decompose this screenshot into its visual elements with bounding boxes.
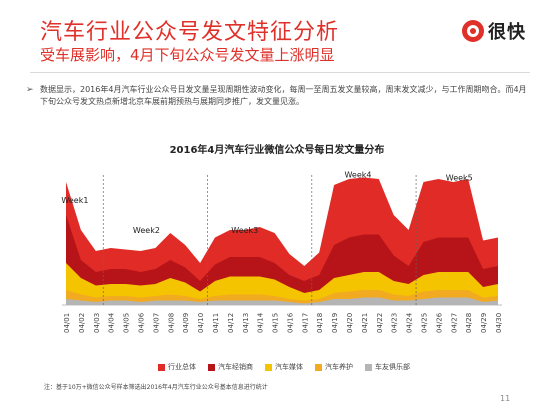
week-annotation-3: Week4 — [344, 171, 371, 180]
legend-item-2: 汽车媒体 — [265, 362, 303, 372]
x-tick-label: 04/12 — [227, 313, 235, 333]
arrow-bullet-icon: ➢ — [26, 85, 34, 95]
legend-swatch — [208, 363, 215, 371]
x-tick-label: 04/26 — [435, 312, 443, 333]
legend-swatch — [265, 363, 272, 371]
page-number: 11 — [500, 394, 511, 403]
x-tick-label: 04/17 — [301, 313, 309, 333]
x-tick-label: 04/11 — [212, 313, 220, 333]
x-tick-label: 04/09 — [182, 313, 190, 333]
header-divider — [30, 72, 530, 73]
x-tick-label: 04/14 — [257, 312, 265, 333]
x-tick-label: 04/18 — [316, 313, 324, 333]
x-tick-label: 04/13 — [242, 313, 250, 333]
week-annotation-2: Week3 — [231, 226, 258, 235]
x-tick-label: 04/02 — [78, 313, 86, 333]
x-tick-label: 04/03 — [93, 313, 101, 333]
page-subtitle: 受车展影响，4月下旬公众号发文量上涨明显 — [40, 46, 335, 64]
page-title: 汽车行业公众号发文特征分析 — [40, 20, 340, 45]
legend-item-4: 车友俱乐部 — [365, 362, 410, 372]
week-annotation-0: Week1 — [61, 196, 88, 205]
week-annotation-1: Week2 — [133, 226, 160, 235]
area-series-4 — [66, 297, 498, 305]
legend-label: 汽车养护 — [325, 363, 353, 371]
logo-icon — [462, 20, 484, 42]
x-tick-label: 04/06 — [137, 312, 145, 333]
x-tick-label: 04/15 — [272, 313, 280, 333]
x-tick-label: 04/29 — [480, 313, 488, 333]
x-tick-label: 04/30 — [495, 313, 503, 333]
x-tick-label: 04/28 — [465, 313, 473, 333]
x-tick-label: 04/25 — [421, 313, 429, 333]
x-tick-label: 04/07 — [152, 313, 160, 333]
legend-item-0: 行业总体 — [158, 362, 196, 372]
legend-label: 车友俱乐部 — [375, 363, 410, 371]
summary-text: 数据显示，2016年4月汽车行业公众号日发文量呈现周期性波动变化，每周一至周五发… — [40, 85, 527, 106]
x-tick-label: 04/16 — [286, 312, 294, 333]
week-annotation-4: Week5 — [446, 174, 473, 183]
legend-item-3: 汽车养护 — [315, 362, 353, 372]
x-tick-label: 04/19 — [331, 313, 339, 333]
x-tick-label: 04/22 — [376, 313, 384, 333]
x-tick-label: 04/05 — [123, 313, 131, 333]
legend-swatch — [365, 363, 372, 371]
summary-bullet: ➢ 数据显示，2016年4月汽车行业公众号日发文量呈现周期性波动变化，每周一至周… — [26, 84, 528, 108]
legend-item-1: 汽车经销商 — [208, 362, 253, 372]
legend-swatch — [315, 363, 322, 371]
x-tick-label: 04/04 — [108, 312, 116, 333]
legend-swatch — [158, 363, 165, 371]
x-tick-label: 04/23 — [391, 313, 399, 333]
chart-title: 2016年4月汽车行业微信公众号每日发文量分布 — [169, 145, 385, 156]
x-tick-label: 04/24 — [406, 312, 414, 333]
footnote: 注：基于10万+微信公众号样本筛选出2016年4月汽车行业公众号基本信息进行统计 — [44, 384, 268, 391]
x-tick-label: 04/27 — [450, 313, 458, 333]
logo-text: 很快 — [488, 22, 526, 43]
chart-legend: 行业总体 汽车经销商 汽车媒体 汽车养护 车友俱乐部 — [158, 362, 410, 372]
legend-label: 汽车媒体 — [275, 363, 303, 371]
x-tick-label: 04/20 — [346, 313, 354, 333]
legend-label: 汽车经销商 — [218, 363, 253, 371]
legend-label: 行业总体 — [168, 363, 196, 371]
x-tick-label: 04/10 — [197, 313, 205, 333]
x-tick-label: 04/08 — [167, 313, 175, 333]
x-tick-label: 04/21 — [361, 313, 369, 333]
x-tick-label: 04/01 — [63, 313, 71, 333]
brand-logo: 很快 — [462, 18, 526, 44]
